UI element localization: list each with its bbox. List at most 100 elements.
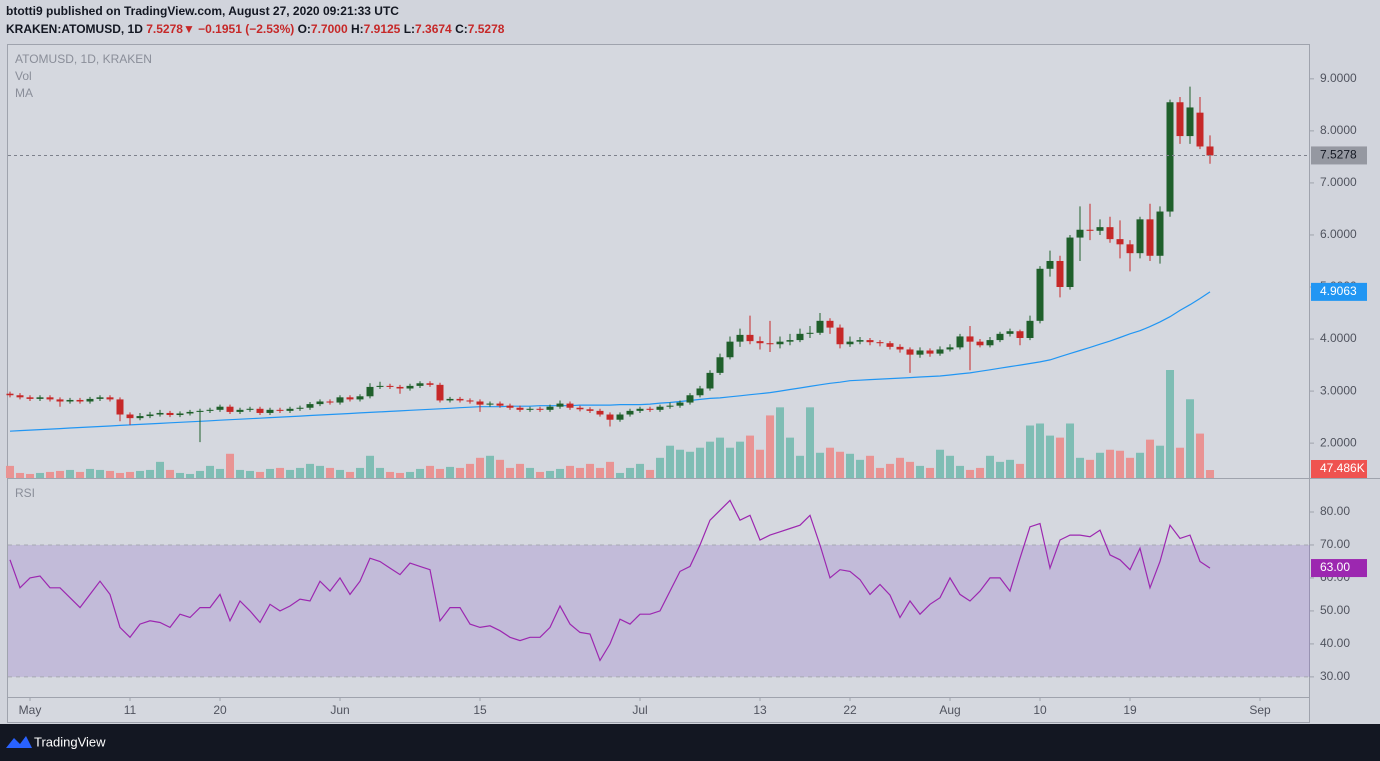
- candle-body: [396, 386, 404, 389]
- candle-body: [376, 385, 384, 387]
- x-tick-label: 13: [753, 703, 767, 717]
- candle-body: [486, 403, 494, 405]
- ohlc-value: 7.9125: [364, 22, 401, 36]
- volume-bar: [866, 455, 874, 478]
- volume-bar: [856, 459, 864, 478]
- volume-bar: [1066, 423, 1074, 478]
- candle-body: [826, 320, 834, 328]
- ma-label-box: [1311, 282, 1367, 301]
- volume-bar: [636, 463, 644, 478]
- volume-bar: [666, 445, 674, 478]
- volume-bar: [1036, 423, 1044, 478]
- symbol: KRAKEN:ATOMUSD, 1D: [6, 22, 143, 36]
- candle-body: [206, 409, 214, 411]
- candle-body: [1096, 227, 1104, 231]
- candle-body: [256, 408, 264, 413]
- volume-bar: [46, 471, 54, 478]
- volume-bar: [806, 407, 814, 478]
- candle-body: [66, 399, 74, 402]
- candle-body: [436, 384, 444, 401]
- volume-bar: [676, 449, 684, 478]
- candle-body: [976, 341, 984, 346]
- candle-body: [406, 385, 414, 389]
- candle-body: [36, 397, 44, 399]
- volume-bar: [1116, 450, 1124, 478]
- candle-body: [1166, 102, 1174, 212]
- volume-bar: [476, 457, 484, 478]
- volume-bar: [56, 470, 64, 478]
- candle-body: [1036, 268, 1044, 321]
- volume-bar: [896, 457, 904, 478]
- volume-bar: [586, 463, 594, 478]
- volume-bar: [96, 469, 104, 478]
- candle-body: [1196, 112, 1204, 147]
- candle-body: [476, 401, 484, 405]
- volume-bar: [36, 472, 44, 478]
- volume-bar: [886, 463, 894, 478]
- volume-bar: [536, 471, 544, 478]
- volume-bar: [296, 467, 304, 478]
- candle-body: [676, 402, 684, 406]
- candle-body: [1136, 219, 1144, 254]
- candle-body: [906, 349, 914, 355]
- candle-body: [326, 401, 334, 403]
- volume-bar: [956, 465, 964, 478]
- marks: 2.00003.00004.00005.00006.00007.00008.00…: [6, 71, 1367, 717]
- volume-bar: [876, 467, 884, 478]
- candle-body: [26, 397, 34, 399]
- pane-label: Vol: [15, 69, 32, 83]
- volume-bar: [166, 469, 174, 478]
- candle-body: [996, 333, 1004, 341]
- volume-bar: [1076, 457, 1084, 478]
- candle-body: [86, 398, 94, 402]
- candle-body: [816, 320, 824, 333]
- candle-body: [1156, 211, 1164, 256]
- y-tick-label: 40.00: [1320, 636, 1350, 650]
- volume-bar: [276, 467, 284, 478]
- y-tick-label: 8.0000: [1320, 123, 1357, 137]
- candle-body: [1056, 260, 1064, 288]
- rsi-value-label: 63.00: [1320, 560, 1350, 574]
- volume-bar: [426, 465, 434, 478]
- candle-body: [106, 397, 114, 400]
- rsi-value-label-box: [1311, 559, 1367, 578]
- x-tick-label: 20: [213, 703, 227, 717]
- y-tick-label: 4.0000: [1320, 331, 1357, 345]
- candle-body: [646, 408, 654, 410]
- y-tick-label: 80.00: [1320, 504, 1350, 518]
- candle-body: [196, 410, 204, 412]
- volume-bar: [1146, 439, 1154, 478]
- y-tick-label: 9.0000: [1320, 71, 1357, 85]
- x-tick-label: 10: [1033, 703, 1047, 717]
- ohlc-key: O:: [298, 22, 311, 36]
- volume-bar: [266, 468, 274, 478]
- candle-body: [126, 414, 134, 419]
- candle-body: [946, 347, 954, 350]
- candle-body: [156, 412, 164, 415]
- candle-body: [526, 408, 534, 410]
- x-tick-label: May: [19, 703, 42, 717]
- candle-body: [806, 332, 814, 334]
- volume-bar: [526, 467, 534, 478]
- ohlc-value: 7.5278: [468, 22, 505, 36]
- candle-body: [796, 333, 804, 341]
- candle-body: [246, 408, 254, 410]
- y-tick-label: 7.0000: [1320, 175, 1357, 189]
- volume-bar: [646, 469, 654, 478]
- candle-body: [356, 396, 364, 400]
- volume-bar: [776, 407, 784, 478]
- volume-bar: [936, 449, 944, 478]
- volume-bar: [556, 468, 564, 478]
- candle-body: [616, 414, 624, 420]
- candle-body: [336, 397, 344, 403]
- candle-body: [316, 401, 324, 405]
- volume-bar: [226, 453, 234, 478]
- last-price-label: 7.5278: [1320, 148, 1357, 162]
- candle-body: [296, 407, 304, 409]
- candle-body: [656, 406, 664, 410]
- volume-bar: [726, 447, 734, 478]
- candle-body: [416, 383, 424, 386]
- candle-body: [426, 383, 434, 385]
- volume-bar: [306, 463, 314, 478]
